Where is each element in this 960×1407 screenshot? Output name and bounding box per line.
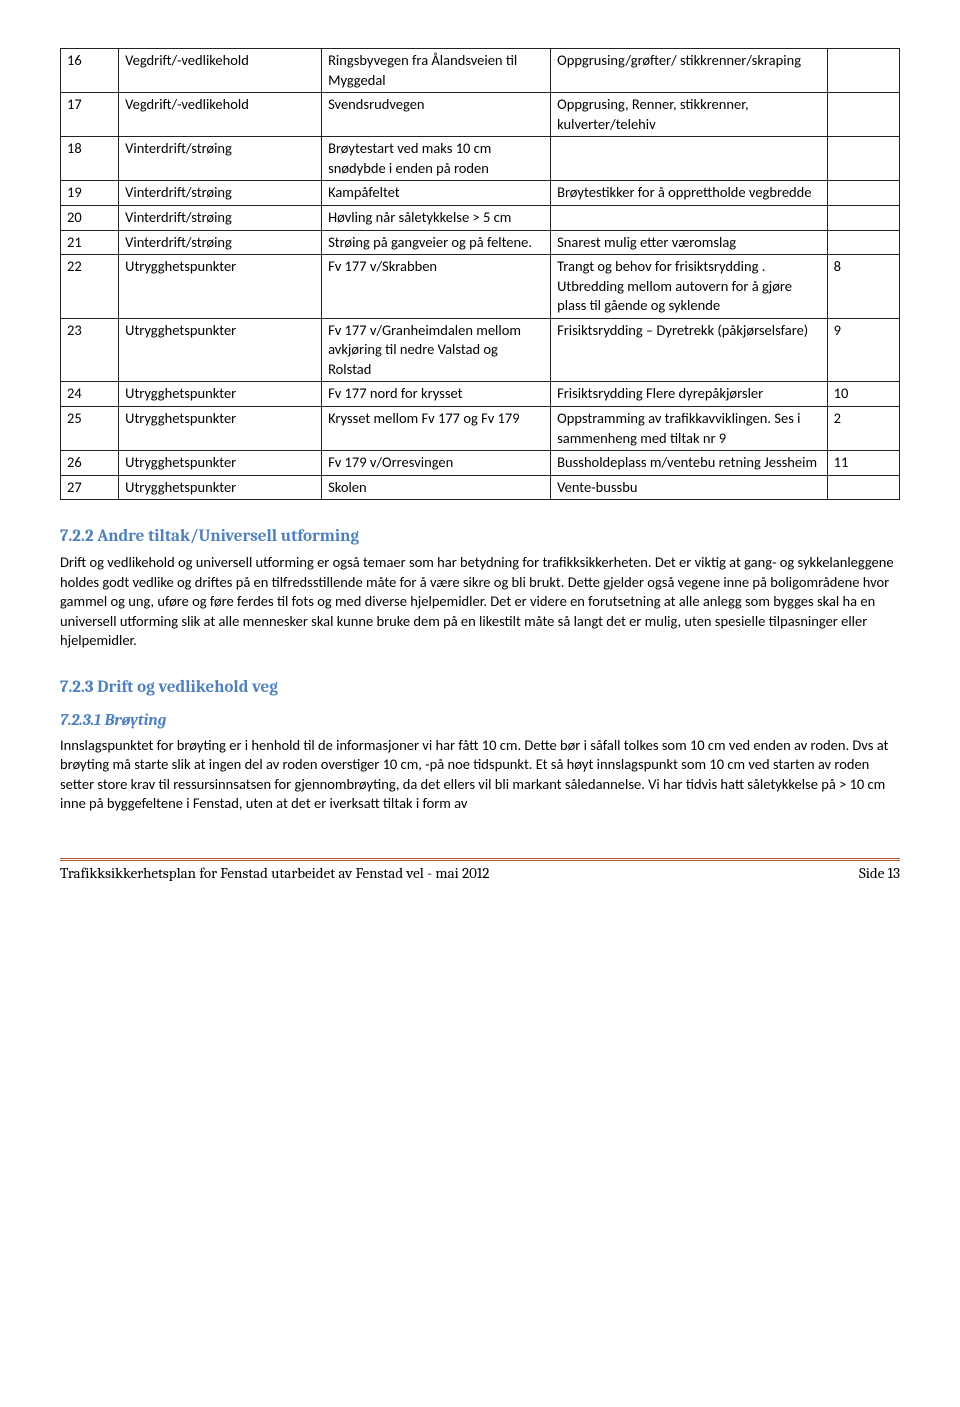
body-7231: Innslagspunktet for brøyting er i henhol… — [60, 736, 900, 814]
table-cell: Strøing på gangveier og på feltene. — [322, 230, 551, 255]
table-row: 23UtrygghetspunkterFv 177 v/Granheimdale… — [61, 318, 900, 382]
table-row: 18Vinterdrift/strøingBrøytestart ved mak… — [61, 137, 900, 181]
table-cell: Frisiktsrydding Flere dyrepåkjørsler — [551, 382, 828, 407]
table-cell: 17 — [61, 93, 119, 137]
table-row: 27UtrygghetspunkterSkolenVente-bussbu — [61, 475, 900, 500]
table-cell: 9 — [827, 318, 899, 382]
table-cell: Brøytestart ved maks 10 cm snødybde i en… — [322, 137, 551, 181]
table-row: 26UtrygghetspunkterFv 179 v/OrresvingenB… — [61, 451, 900, 476]
table-cell: 27 — [61, 475, 119, 500]
table-row: 20Vinterdrift/strøingHøvling når såletyk… — [61, 205, 900, 230]
table-cell — [827, 181, 899, 206]
heading-723: 7.2.3 Drift og vedlikehold veg — [60, 677, 900, 700]
table-cell: Vinterdrift/strøing — [119, 181, 322, 206]
heading-7231: 7.2.3.1 Brøyting — [60, 710, 900, 732]
footer: Trafikksikkerhetsplan for Fenstad utarbe… — [60, 858, 900, 883]
table-cell: Utrygghetspunkter — [119, 451, 322, 476]
table-cell: Bussholdeplass m/ventebu retning Jesshei… — [551, 451, 828, 476]
table-cell — [827, 49, 899, 93]
table-row: 16Vegdrift/-vedlikeholdRingsbyvegen fra … — [61, 49, 900, 93]
table-cell — [827, 205, 899, 230]
table-cell — [551, 205, 828, 230]
table-cell: 20 — [61, 205, 119, 230]
table-cell: 26 — [61, 451, 119, 476]
table-cell: Oppgrusing/grøfter/ stikkrenner/skraping — [551, 49, 828, 93]
table-cell: Oppstramming av trafikkavviklingen. Ses … — [551, 407, 828, 451]
table-cell: 18 — [61, 137, 119, 181]
table-cell: 2 — [827, 407, 899, 451]
table-cell: Utrygghetspunkter — [119, 255, 322, 319]
table-cell: 19 — [61, 181, 119, 206]
table-cell: Trangt og behov for frisiktsrydding . Ut… — [551, 255, 828, 319]
table-row: 21Vinterdrift/strøingStrøing på gangveie… — [61, 230, 900, 255]
footer-left: Trafikksikkerhetsplan for Fenstad utarbe… — [60, 863, 489, 883]
table-cell: Utrygghetspunkter — [119, 407, 322, 451]
table-cell: Fv 177 nord for krysset — [322, 382, 551, 407]
table-cell: 8 — [827, 255, 899, 319]
table-cell: Vegdrift/-vedlikehold — [119, 93, 322, 137]
table-cell: Frisiktsrydding – Dyretrekk (påkjørselsf… — [551, 318, 828, 382]
tiltak-table: 16Vegdrift/-vedlikeholdRingsbyvegen fra … — [60, 48, 900, 500]
table-cell: 21 — [61, 230, 119, 255]
table-cell: 16 — [61, 49, 119, 93]
table-row: 17Vegdrift/-vedlikeholdSvendsrudvegenOpp… — [61, 93, 900, 137]
table-cell: Utrygghetspunkter — [119, 475, 322, 500]
table-cell: Ringsbyvegen fra Ålandsveien til Myggeda… — [322, 49, 551, 93]
table-row: 22UtrygghetspunkterFv 177 v/SkrabbenTran… — [61, 255, 900, 319]
table-cell: Oppgrusing, Renner, stikkrenner, kulvert… — [551, 93, 828, 137]
table-cell — [551, 137, 828, 181]
table-cell: 23 — [61, 318, 119, 382]
table-cell: 22 — [61, 255, 119, 319]
table-row: 25UtrygghetspunkterKrysset mellom Fv 177… — [61, 407, 900, 451]
table-cell: Brøytestikker for å opprettholde vegbred… — [551, 181, 828, 206]
table-cell: Utrygghetspunkter — [119, 318, 322, 382]
table-cell: Vegdrift/-vedlikehold — [119, 49, 322, 93]
table-cell: Vente-bussbu — [551, 475, 828, 500]
table-cell: Fv 179 v/Orresvingen — [322, 451, 551, 476]
table-cell — [827, 230, 899, 255]
table-cell: Snarest mulig etter væromslag — [551, 230, 828, 255]
table-cell: Vinterdrift/strøing — [119, 230, 322, 255]
table-cell: Vinterdrift/strøing — [119, 137, 322, 181]
table-row: 19Vinterdrift/strøingKampåfeltetBrøytest… — [61, 181, 900, 206]
table-cell — [827, 93, 899, 137]
heading-722: 7.2.2 Andre tiltak/Universell utforming — [60, 526, 900, 549]
table-cell: 25 — [61, 407, 119, 451]
table-cell: Krysset mellom Fv 177 og Fv 179 — [322, 407, 551, 451]
table-cell: Fv 177 v/Granheimdalen mellom avkjøring … — [322, 318, 551, 382]
table-cell: Utrygghetspunkter — [119, 382, 322, 407]
table-cell: Høvling når såletykkelse > 5 cm — [322, 205, 551, 230]
table-cell: 11 — [827, 451, 899, 476]
table-cell — [827, 137, 899, 181]
table-cell: Fv 177 v/Skrabben — [322, 255, 551, 319]
table-cell: Vinterdrift/strøing — [119, 205, 322, 230]
table-cell: 10 — [827, 382, 899, 407]
table-cell: Kampåfeltet — [322, 181, 551, 206]
table-cell — [827, 475, 899, 500]
footer-right: Side 13 — [859, 863, 900, 883]
body-722: Drift og vedlikehold og universell utfor… — [60, 553, 900, 651]
table-row: 24UtrygghetspunkterFv 177 nord for kryss… — [61, 382, 900, 407]
table-cell: Svendsrudvegen — [322, 93, 551, 137]
table-cell: 24 — [61, 382, 119, 407]
table-cell: Skolen — [322, 475, 551, 500]
